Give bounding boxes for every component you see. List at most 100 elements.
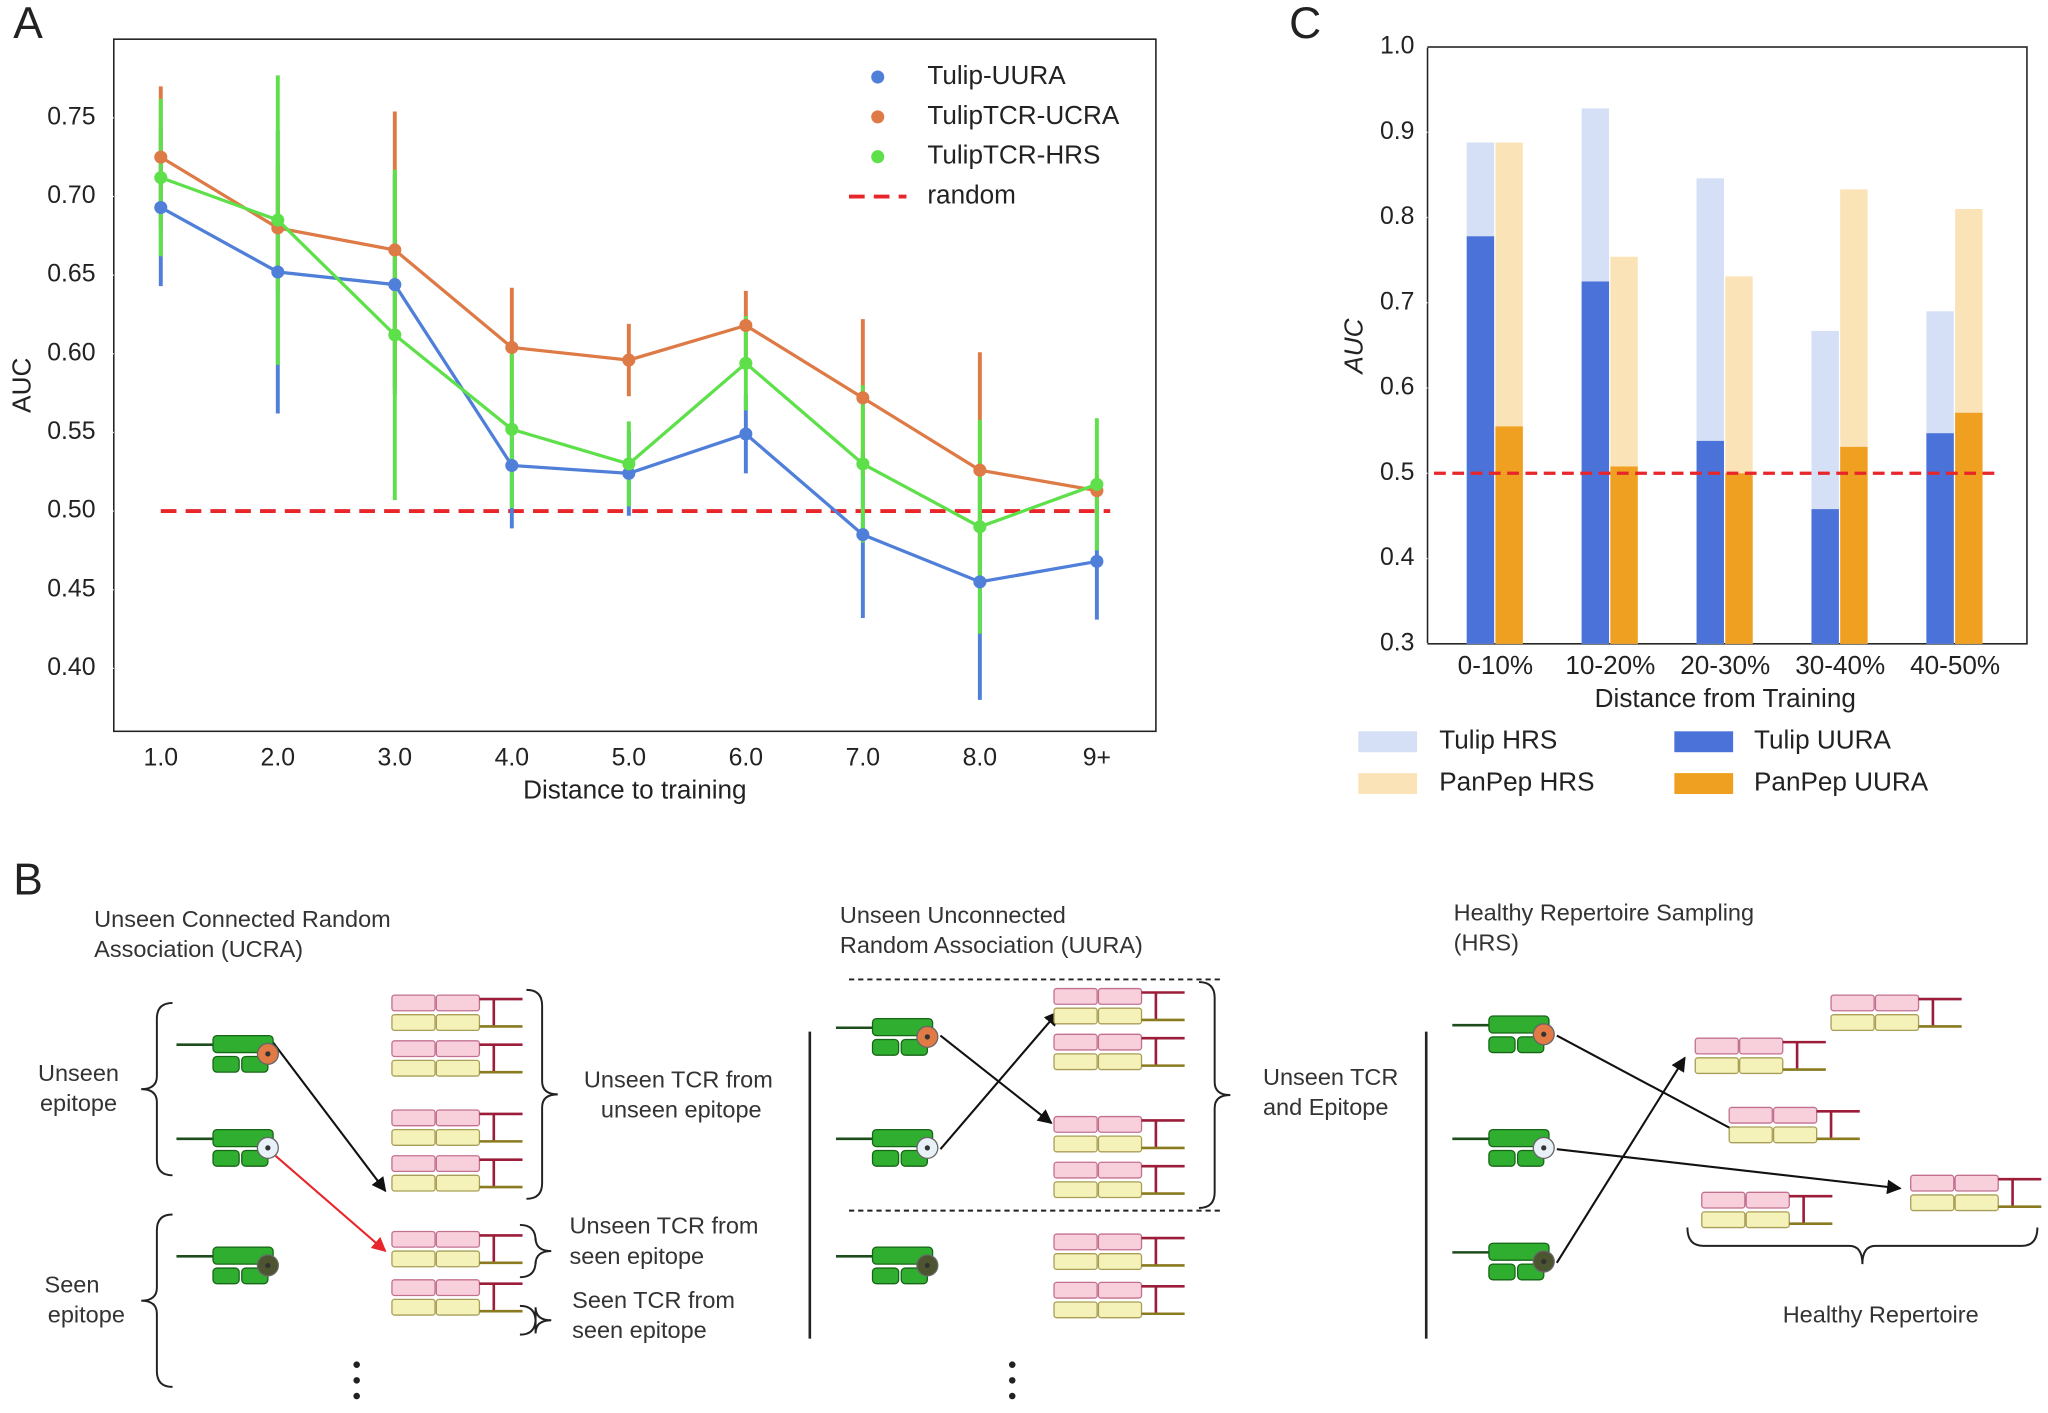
tcr-beta xyxy=(391,1298,436,1316)
x-tick-label: 40-50% xyxy=(1910,650,2000,680)
tcr-beta xyxy=(1053,1301,1098,1319)
point xyxy=(505,340,519,355)
tcr-beta xyxy=(1694,1057,1739,1075)
tcr-beta xyxy=(1097,1007,1143,1025)
tcr-alpha xyxy=(1830,994,1875,1012)
point xyxy=(505,422,519,436)
tcr-beta xyxy=(391,1128,436,1146)
brace xyxy=(141,1213,173,1388)
point xyxy=(622,353,636,367)
diagram-label: Unseen TCR from xyxy=(570,1213,759,1239)
bar xyxy=(1696,440,1724,644)
ellipsis-dot xyxy=(1008,1392,1016,1400)
x-tick-label: 9+ xyxy=(1083,744,1111,771)
tcr-alpha xyxy=(391,1109,436,1127)
y-tick-label: 0.65 xyxy=(47,261,95,288)
mhc xyxy=(212,1267,240,1285)
legend-label: Tulip UURA xyxy=(1754,725,1891,755)
tcr-alpha xyxy=(1954,1174,1999,1192)
y-tick-label: 0.70 xyxy=(47,182,95,209)
tcr-alpha xyxy=(1097,1161,1143,1179)
y-tick-label: 0.3 xyxy=(1380,629,1414,656)
legend-marker xyxy=(871,110,885,124)
x-tick-label: 4.0 xyxy=(495,744,529,771)
tcr-beta xyxy=(1874,1014,1920,1032)
diagram-label: Unseen Unconnected xyxy=(840,902,1066,928)
point xyxy=(388,328,402,342)
diagram-label: Association (UCRA) xyxy=(94,936,303,962)
panel-label: A xyxy=(13,0,43,48)
mhc xyxy=(212,1149,240,1167)
tcr-beta xyxy=(1097,1253,1143,1271)
point xyxy=(856,391,870,405)
tcr-beta xyxy=(435,1174,481,1192)
bar xyxy=(1495,426,1523,644)
point xyxy=(154,171,168,185)
diagram-label: Unseen TCR xyxy=(1263,1064,1398,1090)
tcr-beta xyxy=(1053,1181,1098,1199)
x-tick-label: 8.0 xyxy=(963,744,997,771)
tcr-alpha xyxy=(391,1230,436,1248)
diagram-label: (HRS) xyxy=(1454,929,1519,955)
legend-swatch xyxy=(1358,773,1418,794)
legend-label: PanPep UURA xyxy=(1754,766,1929,796)
diagram-label: Unseen TCR from xyxy=(584,1067,773,1093)
legend-label: TulipTCR-UCRA xyxy=(927,100,1120,130)
tcr-beta xyxy=(1053,1135,1098,1153)
arrow xyxy=(939,1010,1059,1150)
bar xyxy=(1926,433,1954,644)
plot-frame-a xyxy=(112,38,1157,733)
tcr-alpha xyxy=(1701,1191,1746,1209)
y-tick-label: 0.75 xyxy=(47,103,95,130)
point xyxy=(739,318,753,332)
x-tick-label: 6.0 xyxy=(729,744,763,771)
mhc xyxy=(871,1038,900,1056)
tcr-alpha xyxy=(435,1230,481,1248)
point xyxy=(271,265,285,279)
point xyxy=(973,575,987,589)
epitope-core xyxy=(1541,1145,1547,1151)
point xyxy=(739,427,753,441)
tcr-beta xyxy=(435,1298,481,1316)
brace xyxy=(519,1223,552,1279)
tcr-alpha xyxy=(391,1155,436,1173)
tcr-alpha xyxy=(1694,1037,1739,1055)
tcr-beta xyxy=(1728,1126,1773,1144)
tcr-alpha xyxy=(1097,1233,1143,1251)
point xyxy=(622,466,636,480)
tcr-beta xyxy=(1097,1135,1143,1153)
arrow xyxy=(1556,1034,1752,1140)
tcr-beta xyxy=(1053,1053,1098,1071)
y-tick-label: 0.9 xyxy=(1380,118,1414,145)
mhc xyxy=(212,1128,274,1148)
point xyxy=(154,200,168,215)
diagram-label: Unseen xyxy=(38,1060,119,1086)
bar xyxy=(1581,281,1610,644)
epitope-core xyxy=(924,1262,930,1269)
tcr-alpha xyxy=(435,1040,481,1058)
x-tick-label: 1.0 xyxy=(144,744,178,771)
x-tick-label: 20-30% xyxy=(1680,650,1770,680)
y-tick-label: 0.60 xyxy=(47,339,95,366)
tcr-beta xyxy=(391,1174,436,1192)
diagram-label: Random Association (UURA) xyxy=(840,932,1143,958)
brace xyxy=(519,1304,552,1336)
panel-label: C xyxy=(1289,0,1321,48)
tcr-beta xyxy=(435,1014,481,1032)
tcr-beta xyxy=(1745,1211,1790,1229)
x-axis-label: Distance to training xyxy=(523,774,746,804)
mhc xyxy=(1488,1263,1516,1281)
arrow xyxy=(1556,1148,1902,1195)
diagram-label: epitope xyxy=(40,1090,117,1116)
tcr-alpha xyxy=(391,1040,436,1058)
tcr-beta xyxy=(1097,1301,1143,1319)
tcr-beta xyxy=(1830,1014,1875,1032)
y-tick-label: 0.5 xyxy=(1380,459,1414,486)
tcr-beta xyxy=(435,1059,481,1077)
y-tick-label: 1.0 xyxy=(1380,33,1414,60)
epitope-core xyxy=(924,1034,930,1040)
legend-label: Tulip HRS xyxy=(1439,725,1557,755)
x-tick-label: 2.0 xyxy=(261,744,295,771)
arrow xyxy=(1555,1056,1686,1264)
y-axis-label: AUC xyxy=(7,358,37,413)
